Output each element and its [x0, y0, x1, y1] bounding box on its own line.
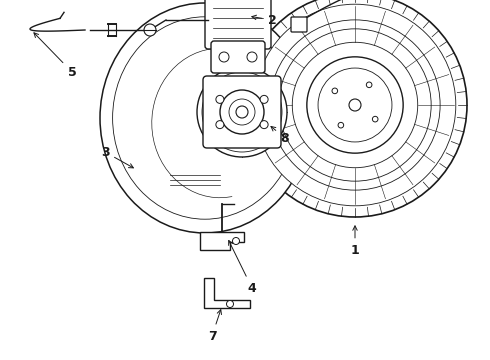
FancyBboxPatch shape: [205, 0, 271, 49]
Text: 5: 5: [34, 33, 76, 78]
Circle shape: [232, 238, 240, 244]
Polygon shape: [204, 278, 250, 308]
Text: 8: 8: [271, 126, 289, 144]
Circle shape: [338, 122, 343, 128]
Circle shape: [216, 95, 224, 103]
Polygon shape: [200, 232, 244, 250]
Circle shape: [292, 42, 417, 168]
Circle shape: [202, 72, 282, 152]
Circle shape: [216, 121, 224, 129]
Circle shape: [279, 29, 431, 181]
FancyBboxPatch shape: [211, 41, 265, 73]
Circle shape: [197, 67, 287, 157]
Circle shape: [318, 68, 392, 142]
Circle shape: [219, 52, 229, 62]
Circle shape: [226, 301, 234, 307]
FancyBboxPatch shape: [203, 76, 281, 148]
Ellipse shape: [113, 17, 297, 219]
Circle shape: [144, 24, 156, 36]
Circle shape: [367, 82, 372, 87]
Circle shape: [270, 20, 440, 190]
Circle shape: [372, 116, 378, 122]
Circle shape: [243, 0, 467, 217]
Circle shape: [220, 90, 264, 134]
Circle shape: [260, 95, 268, 103]
Text: 1: 1: [351, 226, 359, 256]
Text: 3: 3: [100, 145, 133, 168]
Circle shape: [229, 99, 255, 125]
Text: 4: 4: [229, 240, 256, 294]
Circle shape: [307, 57, 403, 153]
Circle shape: [349, 99, 361, 111]
Text: 7: 7: [208, 310, 221, 342]
Circle shape: [247, 52, 257, 62]
Ellipse shape: [100, 3, 310, 233]
Circle shape: [260, 121, 268, 129]
Circle shape: [236, 106, 248, 118]
FancyBboxPatch shape: [291, 17, 307, 32]
Circle shape: [332, 88, 338, 94]
Text: 2: 2: [252, 14, 276, 27]
Text: 6: 6: [0, 359, 1, 360]
Circle shape: [254, 4, 456, 206]
